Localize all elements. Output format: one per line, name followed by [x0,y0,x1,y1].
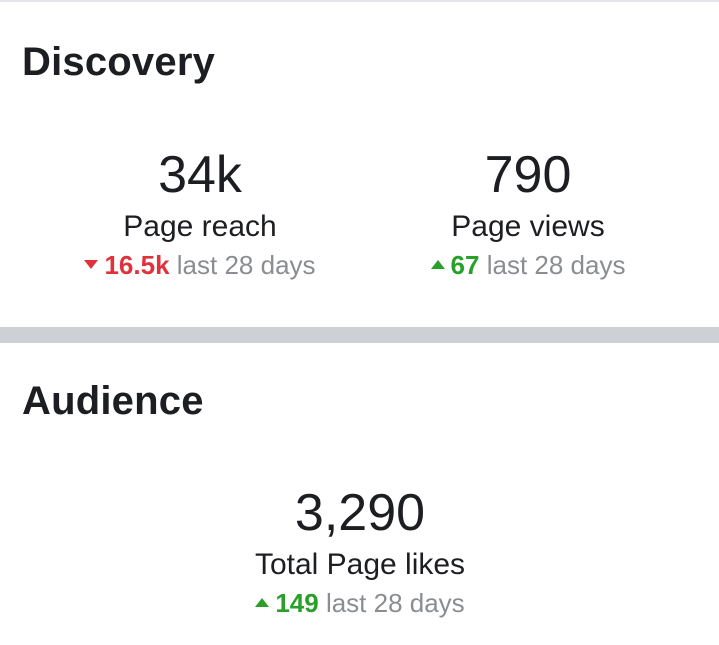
metric-value: 34k [158,146,242,204]
discovery-section: Discovery 34k Page reach 16.5k last 28 d… [22,40,688,281]
metric-label: Page reach [123,210,277,243]
section-divider [0,327,719,343]
metric-change: 16.5k last 28 days [40,249,360,281]
change-amount: 149 [275,588,319,618]
section-title-discovery: Discovery [22,40,216,84]
change-period: last 28 days [325,588,465,618]
change-period: last 28 days [176,250,316,280]
metric-total-page-likes[interactable]: 3,290 Total Page likes 149 last 28 days [200,483,520,619]
metric-page-views[interactable]: 790 Page views 67 last 28 days [368,145,688,281]
metric-change: 149 last 28 days [200,587,520,619]
metric-value: 790 [484,146,572,204]
arrow-down-icon [84,259,99,269]
change-amount: 16.5k [104,250,170,280]
metric-label: Page views [451,210,605,243]
section-title-audience: Audience [22,379,204,423]
metric-page-reach[interactable]: 34k Page reach 16.5k last 28 days [40,145,360,281]
arrow-up-icon [255,597,270,607]
metric-change: 67 last 28 days [368,249,688,281]
audience-section: Audience 3,290 Total Page likes 149 last… [0,343,719,645]
metric-label: Total Page likes [254,548,466,581]
metric-value: 3,290 [294,484,426,542]
change-amount: 67 [450,250,480,280]
change-period: last 28 days [486,250,626,280]
top-border [0,0,719,2]
arrow-up-icon [430,259,445,269]
